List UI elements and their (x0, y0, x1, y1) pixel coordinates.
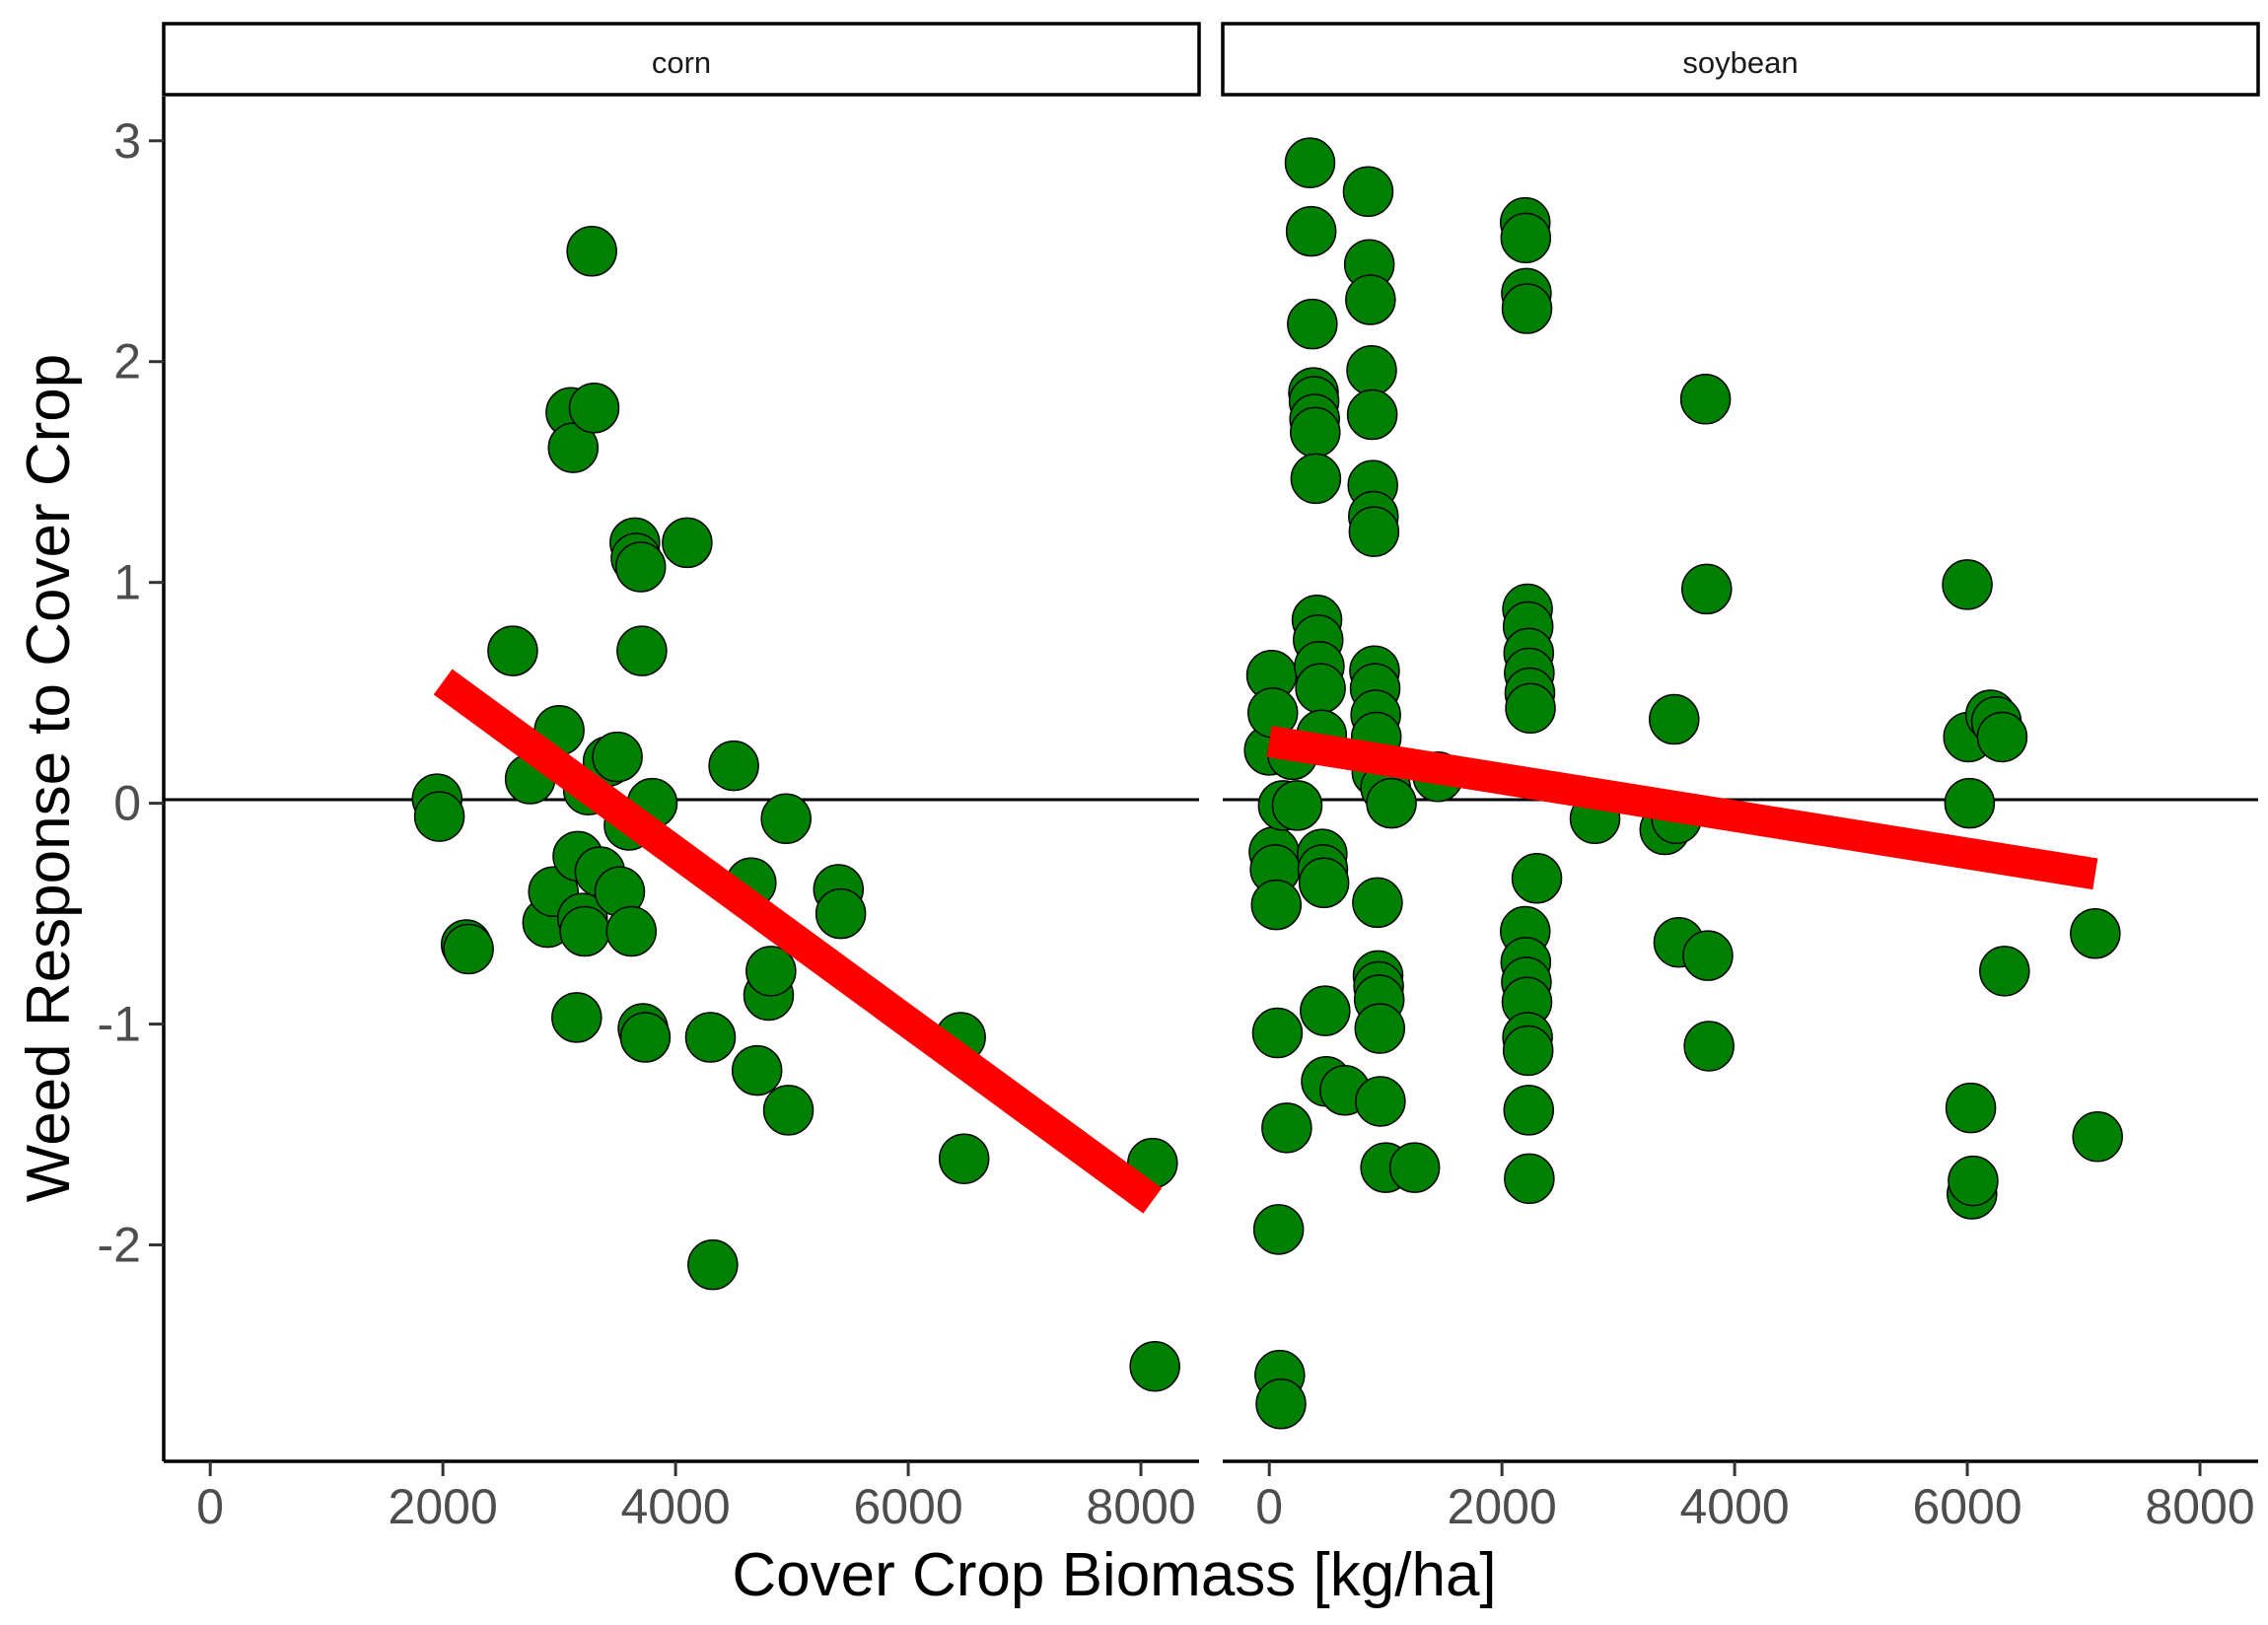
data-point (745, 946, 797, 997)
data-point (1346, 389, 1398, 441)
data-point (2072, 1111, 2123, 1163)
data-point (1251, 1007, 1304, 1059)
x-tick-label: 0 (196, 1479, 224, 1534)
data-point (1287, 298, 1338, 350)
data-point (684, 1012, 737, 1063)
data-point (566, 226, 617, 277)
strip-soybean-label: soybean (1682, 45, 1798, 80)
data-point (1298, 857, 1350, 909)
data-point (1681, 563, 1733, 615)
data-point (1500, 212, 1552, 264)
y-tick-label: 0 (113, 776, 141, 831)
x-tick-label: 4000 (1679, 1479, 1789, 1534)
chart-marks (411, 137, 2123, 1430)
data-point (1679, 374, 1732, 425)
data-point (1346, 344, 1397, 396)
y-tick-label: 2 (113, 334, 141, 389)
data-point (592, 731, 643, 783)
data-point (413, 791, 465, 842)
y-tick-label: 3 (113, 113, 141, 169)
data-point (1261, 1102, 1312, 1154)
data-point (619, 1012, 672, 1063)
data-point (762, 1085, 815, 1136)
data-point (760, 793, 812, 845)
data-point (559, 905, 610, 957)
data-point (1300, 985, 1351, 1036)
data-point (1284, 137, 1336, 188)
x-axis-ticks: 0 2000 4000 6000 8000 0 2000 4000 6000 8000 (196, 1461, 2255, 1534)
data-point (1290, 453, 1342, 505)
data-point (1649, 693, 1700, 745)
data-point (605, 905, 658, 957)
data-point (662, 517, 713, 569)
x-tick-label: 8000 (1086, 1479, 1195, 1534)
data-point (1504, 1153, 1555, 1205)
strip-corn-label: corn (652, 45, 711, 80)
data-point (1944, 777, 1996, 829)
x-tick-label: 2000 (1448, 1479, 1557, 1534)
data-point (708, 740, 759, 792)
data-point (1352, 877, 1403, 929)
strip-soybean-box (1221, 22, 2260, 97)
data-point (568, 383, 620, 434)
data-point (1683, 1021, 1735, 1072)
x-tick-label: 8000 (2145, 1479, 2254, 1534)
y-tick-label: -1 (98, 997, 141, 1052)
data-point (1388, 1142, 1441, 1193)
data-point (1942, 559, 1993, 610)
data-point (1501, 283, 1553, 334)
data-point (1503, 1085, 1555, 1136)
data-point (1271, 780, 1323, 831)
data-point (443, 923, 494, 975)
panel-corn: corn (162, 22, 1201, 1463)
data-point (1948, 1155, 1999, 1207)
data-point (614, 541, 667, 593)
data-point (551, 992, 602, 1043)
data-point (1945, 1082, 1997, 1134)
x-tick-label: 4000 (620, 1479, 730, 1534)
data-point (1252, 1204, 1305, 1255)
x-axis-title: Cover Crop Biomass [kg/ha] (732, 1541, 1496, 1609)
data-point (815, 887, 867, 940)
data-point (687, 1238, 739, 1291)
data-point (1682, 930, 1734, 981)
data-point (2070, 908, 2121, 959)
data-point (1348, 506, 1400, 557)
x-tick-label: 0 (1255, 1479, 1283, 1534)
data-point (1295, 663, 1346, 714)
data-point (1366, 777, 1417, 829)
data-point (1511, 853, 1563, 904)
data-point (616, 625, 668, 676)
x-tick-label: 6000 (853, 1479, 962, 1534)
x-tick-label: 6000 (1912, 1479, 2021, 1534)
strip-corn-box (162, 22, 1201, 97)
data-point (1285, 205, 1337, 257)
data-point (1976, 711, 2028, 763)
y-tick-label: -2 (98, 1218, 141, 1273)
trend-line (433, 669, 1163, 1214)
data-point (1979, 946, 2030, 997)
data-point (1502, 1024, 1554, 1077)
x-tick-label: 2000 (389, 1479, 498, 1534)
y-axis-ticks: -2 -1 0 1 2 3 (98, 113, 164, 1273)
data-point (1505, 682, 1556, 735)
data-point (1354, 1003, 1406, 1054)
data-point (1290, 406, 1341, 459)
y-tick-label: 1 (113, 555, 141, 610)
data-point (731, 1044, 783, 1096)
data-point (1355, 1076, 1406, 1127)
data-point (938, 1133, 990, 1184)
panel-soybean: soybean (1221, 22, 2260, 1463)
trend-line (1266, 726, 2098, 890)
data-point (1250, 879, 1303, 931)
data-point (547, 422, 600, 473)
data-point (1345, 274, 1396, 325)
data-point (487, 625, 538, 676)
y-axis-title: Weed Response to Cover Crop (15, 354, 83, 1202)
data-point (1129, 1340, 1180, 1392)
data-point (1342, 166, 1394, 218)
data-point (1255, 1378, 1307, 1430)
